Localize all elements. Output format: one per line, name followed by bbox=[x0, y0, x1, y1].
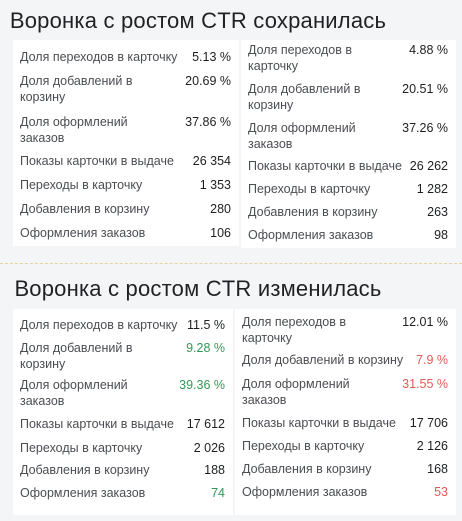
metric-row: Добавления в корзину 263 bbox=[248, 204, 448, 220]
metric-value: 263 bbox=[427, 205, 448, 219]
metric-value: 12.01 % bbox=[402, 315, 448, 329]
metric-row: Добавления в корзину 280 bbox=[20, 201, 231, 217]
metric-value: 39.36 % bbox=[179, 378, 225, 392]
metric-label: Добавления в корзину bbox=[20, 202, 150, 216]
metric-value: 74 bbox=[211, 486, 225, 500]
metric-row: Доля оформлений заказов 31.55 % bbox=[242, 376, 448, 408]
metric-row: Переходы в карточку 1 282 bbox=[248, 181, 448, 197]
metric-value: 53 bbox=[434, 485, 448, 499]
metric-value: 11.5 % bbox=[187, 318, 225, 332]
metric-value: 2 126 bbox=[416, 439, 448, 453]
metric-label: Доля добавлений в корзину bbox=[248, 82, 361, 112]
metric-row: Доля добавлений в корзину 9.28 % bbox=[20, 340, 225, 372]
metric-label: Переходы в карточку bbox=[242, 439, 365, 453]
metric-label: Доля оформлений заказов bbox=[20, 115, 128, 145]
metric-row: Доля добавлений в корзину 7.9 % bbox=[242, 352, 448, 368]
metric-value: 2 026 bbox=[193, 441, 225, 455]
metric-row: Оформления заказов 74 bbox=[20, 485, 225, 501]
metric-label: Добавления в корзину bbox=[248, 205, 378, 219]
metric-row: Оформления заказов 106 bbox=[20, 225, 231, 241]
metric-value: 31.55 % bbox=[402, 377, 448, 391]
metric-row: Доля переходов в карточку 4.88 % bbox=[248, 42, 448, 74]
metric-value: 1 282 bbox=[416, 182, 448, 196]
section-divider bbox=[0, 263, 462, 264]
metric-row: Доля оформлений заказов 37.26 % bbox=[248, 120, 448, 152]
metric-label: Доля оформлений заказов bbox=[20, 378, 128, 408]
metric-value: 5.13 % bbox=[192, 50, 231, 64]
metric-row: Доля переходов в карточку 5.13 % bbox=[20, 49, 231, 65]
metric-row: Доля оформлений заказов 39.36 % bbox=[20, 377, 225, 409]
metric-label: Доля переходов в карточку bbox=[248, 43, 352, 73]
metric-row: Оформления заказов 98 bbox=[248, 227, 448, 243]
metric-value: 188 bbox=[204, 463, 225, 477]
metric-value: 106 bbox=[210, 226, 231, 240]
metric-label: Переходы в карточку bbox=[248, 182, 371, 196]
metric-row: Переходы в карточку 2 026 bbox=[20, 440, 225, 456]
metric-label: Показы карточки в выдаче bbox=[20, 417, 174, 431]
funnel-card-2b: Доля переходов в карточку 12.01 % Доля д… bbox=[235, 309, 456, 515]
metric-label: Доля добавлений в корзину bbox=[242, 353, 404, 367]
metric-value: 37.86 % bbox=[185, 115, 231, 129]
metric-value: 26 354 bbox=[192, 154, 231, 168]
funnel-card-1a: Доля переходов в карточку 5.13 % Доля до… bbox=[13, 40, 239, 246]
metric-value: 20.69 % bbox=[185, 74, 231, 88]
metric-value: 20.51 % bbox=[402, 82, 448, 96]
metric-row: Переходы в карточку 2 126 bbox=[242, 438, 448, 454]
metric-label: Переходы в карточку bbox=[20, 441, 143, 455]
metric-label: Доля добавлений в корзину bbox=[20, 341, 133, 371]
metric-row: Показы карточки в выдаче 17 706 bbox=[242, 415, 448, 431]
metric-value: 168 bbox=[427, 462, 448, 476]
metric-row: Доля добавлений в корзину 20.51 % bbox=[248, 81, 448, 113]
metric-label: Показы карточки в выдаче bbox=[242, 416, 396, 430]
metric-row: Доля добавлений в корзину 20.69 % bbox=[20, 73, 231, 105]
metric-label: Переходы в карточку bbox=[20, 178, 143, 192]
metric-label: Добавления в корзину bbox=[242, 462, 372, 476]
metric-label: Показы карточки в выдаче bbox=[248, 159, 402, 173]
metric-row: Показы карточки в выдаче 26 354 bbox=[20, 153, 231, 169]
metric-label: Доля оформлений заказов bbox=[242, 377, 350, 407]
metric-value: 26 262 bbox=[409, 159, 448, 173]
metric-row: Доля оформлений заказов 37.86 % bbox=[20, 114, 231, 146]
metric-value: 98 bbox=[434, 228, 448, 242]
metric-label: Доля переходов в карточку bbox=[242, 315, 346, 345]
metric-row: Показы карточки в выдаче 26 262 bbox=[248, 158, 448, 174]
metric-row: Добавления в корзину 168 bbox=[242, 461, 448, 477]
metric-label: Добавления в корзину bbox=[20, 463, 150, 477]
section-title-preserved: Воронка с ростом CTR сохранилась bbox=[9, 8, 387, 33]
metric-row: Доля переходов в карточку 12.01 % bbox=[242, 314, 448, 346]
metric-label: Оформления заказов bbox=[20, 486, 146, 500]
metric-label: Оформления заказов bbox=[248, 228, 374, 242]
metric-row: Оформления заказов 53 bbox=[242, 484, 448, 500]
metric-label: Доля переходов в карточку bbox=[20, 318, 178, 332]
metric-row: Переходы в карточку 1 353 bbox=[20, 177, 231, 193]
metric-value: 37.26 % bbox=[402, 121, 448, 135]
metric-label: Доля оформлений заказов bbox=[248, 121, 356, 151]
metric-label: Показы карточки в выдаче bbox=[20, 154, 174, 168]
metric-label: Оформления заказов bbox=[20, 226, 146, 240]
metric-value: 4.88 % bbox=[409, 43, 448, 57]
metric-value: 1 353 bbox=[199, 178, 231, 192]
metric-value: 9.28 % bbox=[186, 341, 225, 355]
metric-row: Показы карточки в выдаче 17 612 bbox=[20, 416, 225, 432]
section-title-changed: Воронка с ростом CTR изменилась bbox=[14, 276, 382, 301]
funnel-card-2a: Доля переходов в карточку 11.5 % Доля до… bbox=[13, 309, 233, 515]
metric-value: 280 bbox=[210, 202, 231, 216]
metric-value: 17 706 bbox=[409, 416, 448, 430]
metric-label: Оформления заказов bbox=[242, 485, 368, 499]
metric-label: Доля переходов в карточку bbox=[20, 50, 178, 64]
funnel-card-1b: Доля переходов в карточку 4.88 % Доля до… bbox=[241, 40, 456, 248]
metric-row: Добавления в корзину 188 bbox=[20, 462, 225, 478]
metric-row: Доля переходов в карточку 11.5 % bbox=[20, 317, 225, 333]
metric-value: 17 612 bbox=[186, 417, 225, 431]
metric-label: Доля добавлений в корзину bbox=[20, 74, 133, 104]
metric-value: 7.9 % bbox=[416, 353, 448, 367]
